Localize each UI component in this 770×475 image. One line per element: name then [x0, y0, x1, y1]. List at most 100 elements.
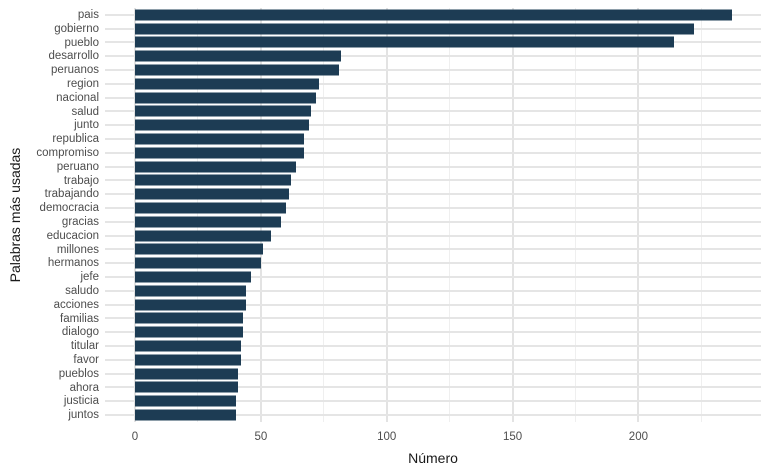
y-tick-label: nacional [56, 91, 99, 104]
bar-juntos [135, 409, 236, 421]
y-tick-label: millones [56, 243, 99, 256]
major-gridline [385, 8, 388, 422]
category-gridline [105, 303, 761, 306]
y-tick-label: pueblo [64, 36, 99, 49]
category-gridline [105, 165, 761, 168]
category-gridline [105, 220, 761, 223]
chart-row [105, 22, 761, 36]
bar-trabajando [135, 188, 289, 200]
y-tick-label: juntos [68, 409, 99, 422]
chart-row [105, 339, 761, 353]
bar-acciones [135, 299, 246, 311]
y-tick-label: pais [77, 8, 99, 21]
chart-row [105, 8, 761, 22]
bar-pueblos [135, 368, 239, 380]
y-tick-label: trabajando [44, 188, 99, 201]
category-gridline [105, 414, 761, 416]
chart-row [105, 381, 761, 395]
chart-row [105, 325, 761, 339]
chart-row [105, 394, 761, 408]
bar-desarrollo [135, 50, 342, 62]
chart-row [105, 160, 761, 174]
y-tick-label: ahora [69, 381, 99, 394]
chart-row [105, 49, 761, 63]
category-gridline [105, 96, 761, 99]
chart-row [105, 270, 761, 284]
chart-row [105, 229, 761, 243]
chart-row [105, 187, 761, 201]
x-tick-label: 200 [628, 431, 648, 443]
y-tick-label: democracia [39, 202, 99, 215]
chart-row [105, 298, 761, 312]
category-gridline [105, 110, 761, 113]
bar-ahora [135, 381, 239, 393]
bar-rows [105, 8, 761, 422]
bar-nacional [135, 92, 317, 104]
chart-row [105, 105, 761, 119]
bar-favor [135, 354, 241, 366]
category-gridline [105, 358, 761, 361]
category-gridline [105, 82, 761, 85]
minor-gridline [323, 8, 325, 422]
major-gridline [637, 8, 640, 422]
bar-junto [135, 119, 309, 131]
bar-justicia [135, 395, 236, 407]
category-gridline [105, 55, 761, 58]
bar-gobierno [135, 23, 694, 35]
chart-row [105, 118, 761, 132]
y-tick-label: gracias [61, 215, 99, 228]
chart-row [105, 91, 761, 105]
y-tick-label: dialogo [61, 326, 99, 339]
chart-row [105, 132, 761, 146]
chart-row [105, 36, 761, 50]
y-tick-label: justicia [63, 395, 99, 408]
category-gridline [105, 193, 761, 196]
category-gridline [105, 400, 761, 403]
y-tick-label: pueblos [58, 367, 99, 380]
bar-gracias [135, 216, 281, 228]
chart-row [105, 63, 761, 77]
chart-row [105, 215, 761, 229]
y-tick-label: educacion [46, 229, 99, 242]
minor-gridline [700, 8, 702, 422]
category-gridline [105, 289, 761, 292]
bar-familias [135, 312, 244, 324]
minor-gridline [574, 8, 576, 422]
minor-gridline [197, 8, 199, 422]
chart-row [105, 243, 761, 257]
y-tick-label: hermanos [47, 257, 99, 270]
y-tick-label: republica [52, 133, 99, 146]
x-tick-label: 150 [502, 431, 523, 443]
y-tick-label: favor [73, 353, 99, 366]
category-gridline [105, 179, 761, 182]
bar-democracia [135, 202, 287, 214]
category-gridline [105, 69, 761, 72]
category-gridline [105, 317, 761, 320]
y-tick-label: peruano [56, 160, 99, 173]
y-tick-label: familias [60, 312, 99, 325]
bar-saludo [135, 285, 246, 297]
chart-row [105, 77, 761, 91]
category-gridline [105, 234, 761, 237]
chart-row [105, 408, 761, 422]
y-tick-label: titular [70, 340, 99, 353]
major-gridline [259, 8, 262, 422]
bar-pais [135, 9, 732, 21]
chart-row [105, 201, 761, 215]
category-gridline [105, 331, 761, 334]
chart-row [105, 146, 761, 160]
y-tick-label: trabajo [63, 174, 99, 187]
y-tick-label: desarrollo [48, 50, 100, 63]
chart-row [105, 312, 761, 326]
bar-millones [135, 243, 264, 255]
bar-salud [135, 105, 312, 117]
bar-titular [135, 340, 241, 352]
bar-pueblo [135, 36, 674, 48]
bar-hermanos [135, 257, 261, 269]
x-tick-label: 100 [377, 431, 397, 443]
y-tick-label: region [67, 77, 99, 90]
y-tick-label: salud [71, 105, 100, 118]
major-gridline [134, 8, 136, 422]
x-tick-label: 50 [254, 431, 268, 443]
